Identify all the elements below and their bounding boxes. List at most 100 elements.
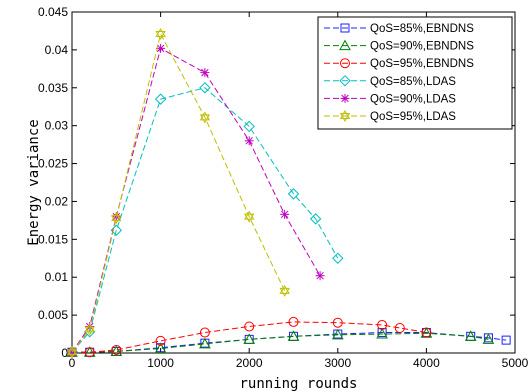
x-tick-label: 3000 [324, 356, 351, 370]
series-3 [66, 82, 344, 358]
hexagram-triangle [244, 210, 255, 220]
star-stroke [280, 210, 289, 219]
legend-label: QoS=95%,LDAS [370, 111, 456, 123]
hexagram-triangle [279, 284, 290, 294]
legend-entry: QoS=90%,LDAS [324, 93, 456, 105]
y-tick-label: 0.01 [45, 270, 69, 284]
data-point [199, 82, 211, 94]
legend-label: QoS=95%,EBNDNS [370, 58, 474, 70]
data-point [280, 209, 290, 219]
y-tick-label: 0.02 [45, 194, 69, 208]
series-line [71, 47, 321, 353]
hexagram-triangle [155, 27, 166, 37]
x-tick-label: 1000 [147, 356, 174, 370]
data-point [309, 213, 322, 225]
data-point [84, 323, 95, 336]
y-tick-label: 0.025 [38, 157, 68, 171]
data-point [464, 330, 477, 341]
data-point [244, 210, 255, 223]
y-tick-label: 0.045 [38, 5, 68, 19]
series-5 [66, 27, 290, 359]
data-point [200, 68, 210, 78]
series-1 [66, 327, 495, 357]
series-line [72, 321, 427, 353]
data-point [244, 321, 255, 332]
data-point [244, 136, 254, 146]
legend: QoS=85%,EBNDNS QoS=90%,EBNDNS QoS=95%,EBND… [317, 16, 513, 130]
legend-label: QoS=85%,EBNDNS [370, 23, 474, 35]
x-tick-label: 2000 [236, 356, 263, 370]
data-point [421, 327, 432, 338]
star-stroke [245, 137, 253, 145]
hexagram-triangle [339, 110, 351, 119]
data-point [199, 327, 210, 338]
y-tick-label: 0.005 [38, 308, 68, 322]
data-point [84, 347, 95, 358]
data-point [287, 188, 300, 200]
data-point [155, 27, 166, 40]
data-point [111, 212, 122, 225]
hexagram-triangle [199, 114, 211, 124]
plot-frame [71, 11, 516, 354]
y-tick-label: 0.015 [38, 232, 68, 246]
data-point [110, 345, 123, 356]
legend-marker [339, 39, 351, 51]
data-point [501, 335, 511, 345]
data-point [199, 111, 211, 124]
data-point [279, 284, 290, 297]
data-point [154, 342, 167, 353]
legend-label: QoS=90%,EBNDNS [370, 41, 474, 53]
data-point [332, 252, 344, 264]
star-stroke [156, 44, 165, 53]
legend-entry: QoS=85%,EBNDNS [324, 23, 474, 35]
series-4 [67, 43, 325, 357]
data-point [154, 93, 167, 105]
legend-marker [339, 75, 351, 87]
hexagram-triangle [84, 326, 95, 336]
hexagram-triangle [66, 349, 78, 359]
data-point [111, 344, 122, 355]
legend-entry: QoS=95%,LDAS [324, 110, 456, 123]
data-point [332, 317, 343, 328]
data-point [376, 328, 388, 339]
y-tick-label: 0 [61, 346, 68, 360]
data-point [331, 328, 344, 340]
data-point [243, 120, 255, 133]
y-tick-label: 0.04 [45, 43, 69, 57]
data-point [377, 319, 388, 330]
hexagram-triangle [111, 215, 122, 225]
data-point [482, 333, 495, 344]
hexagram-triangle [339, 113, 351, 122]
legend-entry: QoS=85%,LDAS [324, 75, 456, 88]
legend-box [317, 16, 513, 130]
hexagram-triangle [111, 212, 122, 222]
star-stroke [316, 271, 324, 280]
hexagram-triangle [66, 346, 78, 356]
legend-marker [340, 23, 350, 33]
x-axis-title: running rounds [239, 376, 357, 392]
x-tick-label: 4000 [413, 356, 440, 370]
y-tick-label: 0.03 [45, 119, 69, 133]
series-0 [67, 328, 511, 357]
data-point [199, 337, 211, 349]
legend-marker [339, 110, 351, 122]
y-tick-label: 0.035 [38, 81, 68, 95]
data-point [394, 322, 405, 333]
legend-marker [340, 58, 350, 69]
data-point [243, 333, 256, 344]
legend-marker [340, 93, 350, 103]
hexagram-triangle [155, 30, 166, 40]
star-stroke [341, 94, 349, 103]
legend-entry: QoS=95%,EBNDNS [324, 58, 474, 70]
hexagram-triangle [244, 213, 255, 223]
data-point [287, 330, 300, 341]
y-axis-title: Energy variance [26, 119, 42, 245]
series-line [71, 32, 286, 353]
star-stroke [201, 68, 209, 77]
legend-label: QoS=85%,LDAS [370, 76, 456, 88]
series-line [71, 87, 339, 353]
data-point [66, 346, 78, 359]
data-point [288, 316, 299, 327]
